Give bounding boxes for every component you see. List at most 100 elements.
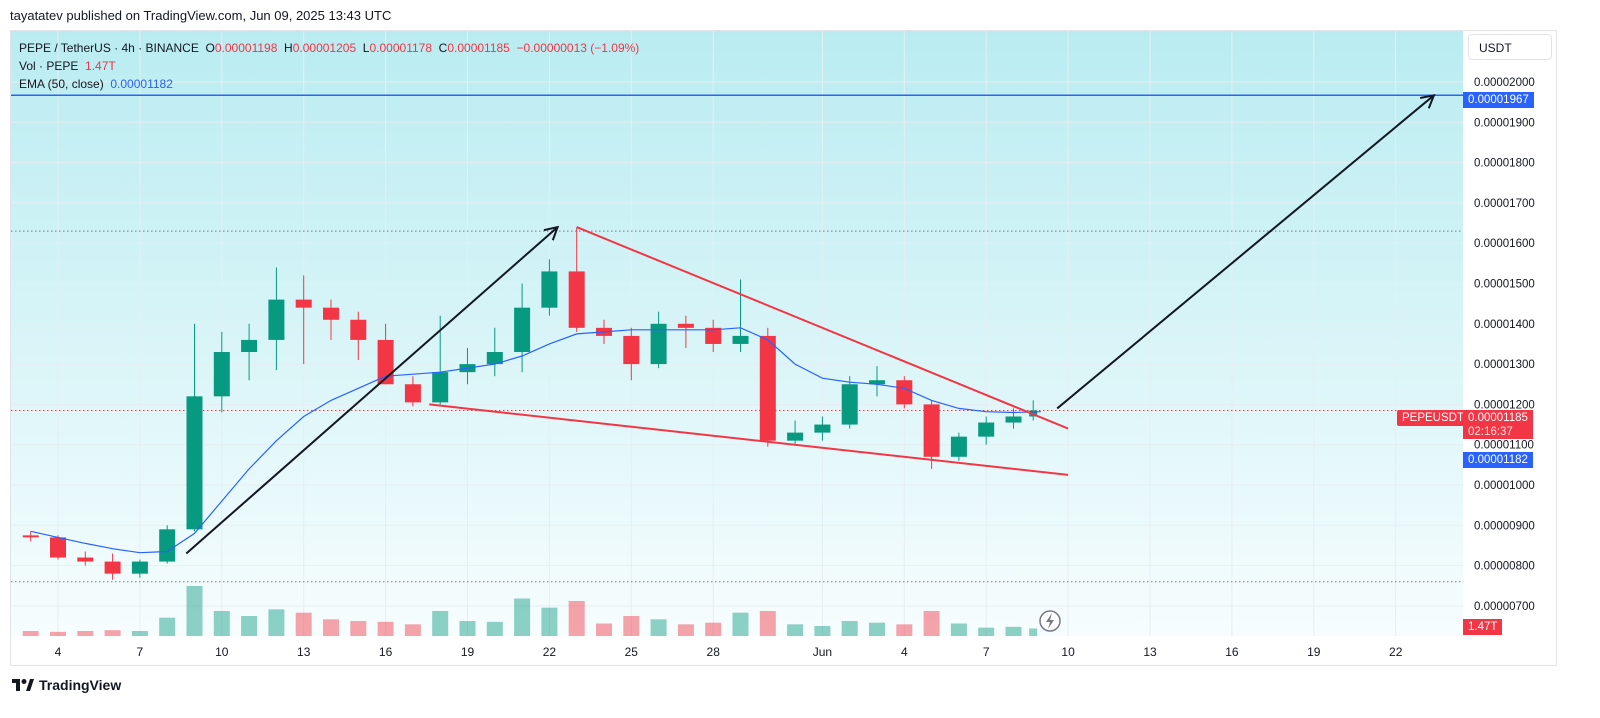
- candle-body: [869, 380, 885, 385]
- volume-tag: 1.47T: [1463, 619, 1503, 635]
- volume-bar: [323, 619, 339, 636]
- arrow-head-icon: [543, 225, 560, 241]
- ema-line: [30, 327, 1041, 554]
- candle-body: [295, 299, 312, 308]
- candle-body: [159, 529, 176, 562]
- candle-body: [677, 323, 694, 328]
- volume-bar: [22, 631, 39, 636]
- candle-body: [923, 404, 940, 457]
- candle-body: [1005, 416, 1022, 423]
- low-label: L: [362, 41, 370, 55]
- tradingview-footer[interactable]: TradingView: [12, 677, 121, 693]
- volume-bar: [869, 622, 885, 636]
- date-tick-label: 19: [1307, 645, 1321, 659]
- open-value: 0.00001198: [214, 41, 278, 55]
- volume-bar: [268, 609, 285, 636]
- date-tick-label: 22: [1389, 645, 1403, 659]
- date-tick-label: 7: [137, 645, 144, 659]
- price-axis[interactable]: 0.00000700 0.00000800 0.00000900 0.00001000…: [1474, 77, 1535, 613]
- ema-label: EMA (50, close): [19, 77, 104, 91]
- volume-bar: [650, 619, 667, 636]
- date-tick-label: 19: [461, 645, 475, 659]
- chart-frame: [10, 30, 1557, 666]
- close-label: C: [438, 41, 448, 55]
- high-label: H: [284, 41, 293, 55]
- volume-bar: [486, 621, 503, 636]
- candle-body: [104, 561, 121, 574]
- close-value: 0.00001185: [447, 41, 510, 55]
- price-tick-label: 0.00001000: [1474, 480, 1535, 492]
- date-tick-label: 4: [901, 645, 908, 659]
- volume-bar: [705, 622, 722, 636]
- volume-bar: [814, 626, 831, 636]
- candle-body: [732, 335, 749, 344]
- volume-bar: [459, 621, 476, 636]
- time-axis[interactable]: 4 7 10 13 16 19 22 25 28 Jun 4 7 10 13 16 19 22: [55, 645, 1403, 659]
- open-label: O: [205, 41, 215, 55]
- date-tick-label: 10: [1061, 645, 1075, 659]
- symbol-tag: PEPEUSDT: [1397, 410, 1469, 426]
- volume-bar: [514, 598, 531, 636]
- date-tick-label: 4: [55, 645, 62, 659]
- candle-body: [623, 335, 640, 365]
- volume-bar: [978, 627, 995, 636]
- chart-background: [11, 31, 1463, 636]
- ema-value: 0.00001182: [110, 77, 173, 91]
- price-tick-label: 0.00000700: [1474, 601, 1535, 613]
- volume-bar: [732, 612, 749, 636]
- volume-label: Vol · PEPE: [19, 59, 79, 73]
- grid: [11, 31, 1463, 636]
- candle-body: [814, 424, 831, 433]
- volume-bar: [677, 624, 694, 636]
- last-price-tag: 0.00001185 02:16:37: [1463, 410, 1533, 439]
- candle-body: [323, 307, 339, 320]
- candle-body: [131, 561, 148, 574]
- ema-price-tag: 0.00001182: [1463, 452, 1533, 468]
- price-tick-label: 0.00001800: [1474, 158, 1535, 170]
- symbol-label[interactable]: PEPE / TetherUS · 4h · BINANCE: [19, 41, 199, 55]
- candle-body: [950, 436, 967, 457]
- date-tick-label: 28: [707, 645, 721, 659]
- volume-bar: [186, 586, 203, 636]
- volume-value: 1.47T: [85, 59, 116, 73]
- arrow-head-icon: [1419, 93, 1436, 109]
- volume-bar: [759, 611, 776, 636]
- last-price-value: 0.00001185: [1468, 412, 1528, 424]
- candle-body: [22, 535, 39, 538]
- candle-body: [241, 339, 258, 353]
- tradingview-logo-icon: [12, 679, 34, 691]
- volume-bar: [377, 621, 394, 636]
- volume-bar: [50, 631, 66, 636]
- candle-body: [432, 372, 449, 403]
- volume-bar: [295, 612, 312, 636]
- candle-body: [541, 271, 558, 308]
- price-tick-label: 0.00001300: [1474, 359, 1535, 371]
- date-tick-label: 13: [297, 645, 311, 659]
- legend: PEPE / TetherUS · 4h · BINANCE O0.000011…: [19, 39, 639, 93]
- trendline: [576, 226, 1069, 430]
- volume-bar: [213, 611, 230, 636]
- candle-body: [650, 323, 667, 365]
- legend-ema-row[interactable]: EMA (50, close) 0.00001182: [19, 75, 639, 93]
- arrow-line: [1056, 94, 1435, 410]
- candle-body: [841, 384, 858, 425]
- drawings[interactable]: [185, 93, 1436, 555]
- volume-bar: [596, 623, 612, 636]
- currency-button[interactable]: USDT: [1468, 34, 1552, 60]
- date-tick-label: 10: [215, 645, 229, 659]
- price-tick-label: 0.00002000: [1474, 77, 1535, 89]
- date-tick-label: 16: [1225, 645, 1239, 659]
- price-tick-label: 0.00000900: [1474, 520, 1535, 532]
- volume-bar: [404, 624, 421, 636]
- date-tick-label: Jun: [813, 645, 832, 659]
- date-tick-label: 7: [983, 645, 990, 659]
- legend-volume-row[interactable]: Vol · PEPE 1.47T: [19, 57, 639, 75]
- candle-body: [268, 299, 285, 340]
- volume-bars: [22, 586, 1038, 636]
- published-caption: tayatatev published on TradingView.com, …: [10, 8, 392, 23]
- target-price-tag: 0.00001967: [1463, 92, 1534, 108]
- price-tick-label: 0.00000800: [1474, 561, 1535, 573]
- volume-bar: [131, 631, 148, 636]
- replay-lightning-icon[interactable]: [1039, 610, 1061, 632]
